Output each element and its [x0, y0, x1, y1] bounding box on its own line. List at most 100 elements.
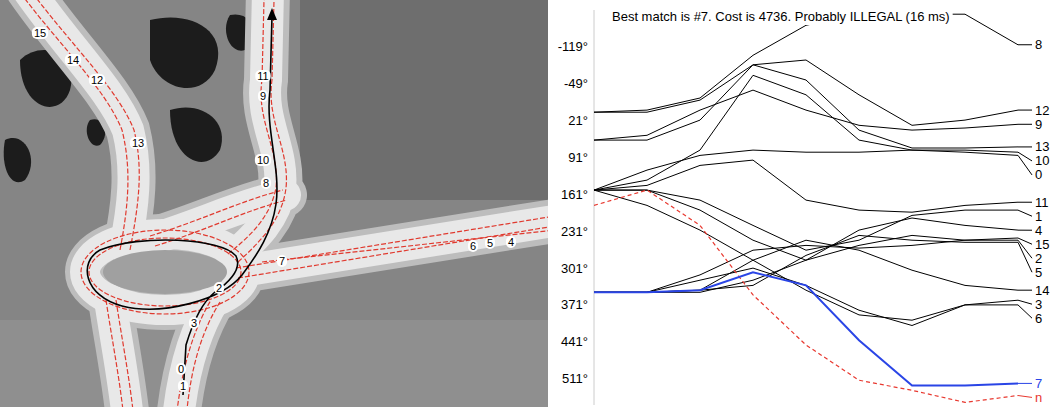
series-line — [594, 150, 1018, 190]
y-tick-label: -49° — [564, 76, 588, 91]
map-road-edge — [28, 0, 134, 248]
end-label: 1 — [1035, 209, 1042, 224]
map-label: 10 — [255, 154, 271, 166]
map-label-text: 15 — [34, 27, 46, 39]
y-tick-label: 371° — [561, 297, 588, 312]
map-label-box — [176, 363, 186, 375]
map-label-text: 12 — [91, 74, 103, 86]
end-label: 2 — [1035, 251, 1042, 266]
map-label-text: 11 — [257, 70, 268, 82]
map-label-text: 3 — [191, 317, 197, 329]
series-line — [594, 190, 1018, 402]
end-label-leader — [1018, 124, 1032, 125]
map-label: 5 — [485, 237, 495, 249]
end-label: 4 — [1035, 223, 1042, 238]
end-label: 7 — [1035, 376, 1042, 391]
end-label-leader — [1018, 305, 1032, 318]
end-label-leader — [1018, 230, 1032, 231]
map-label: 15 — [32, 27, 48, 39]
series-line — [594, 238, 1018, 292]
map-label-box — [32, 27, 48, 39]
map-label: 11 — [255, 70, 270, 82]
map-tree — [170, 107, 222, 161]
map-label: 9 — [258, 90, 268, 102]
map-label-box — [130, 137, 146, 149]
map-label: 0 — [176, 363, 186, 375]
series-line — [594, 235, 1018, 292]
series-line — [594, 60, 1018, 125]
map-track — [22, 0, 128, 250]
map-track — [155, 200, 287, 246]
end-label-leader — [1018, 44, 1032, 45]
series-line — [594, 14, 1018, 112]
end-label: 13 — [1035, 139, 1049, 154]
page: 0123456789101112131415-119°-49°21°91°161… — [0, 0, 1062, 407]
map-label-text: 9 — [260, 90, 266, 102]
series-line — [594, 235, 1018, 292]
map-label-box — [178, 380, 188, 392]
series-line — [594, 65, 1018, 148]
map-label-text: 5 — [487, 237, 493, 249]
map-track — [34, 0, 139, 250]
end-label-leader — [1018, 290, 1032, 291]
y-tick-label: 21° — [568, 113, 588, 128]
end-label-leader — [1018, 202, 1032, 203]
map-label-box — [277, 255, 287, 267]
map-label-box — [261, 177, 271, 189]
map-label: 8 — [261, 177, 271, 189]
map-label: 7 — [277, 255, 287, 267]
end-label: 3 — [1035, 297, 1042, 312]
map-track — [176, 300, 211, 407]
y-tick-label: -119° — [558, 39, 588, 54]
map-track — [150, 190, 283, 236]
title-group: Best match is #7. Cost is 4736. Probably… — [609, 8, 953, 25]
map-label-text: 8 — [263, 177, 269, 189]
map-label-box — [65, 54, 81, 66]
end-label: 14 — [1035, 283, 1049, 298]
map-track — [236, 216, 548, 268]
map-tree — [4, 138, 31, 182]
map-road — [235, 220, 548, 272]
end-label-leader — [1018, 300, 1032, 304]
map-label-text: 4 — [508, 236, 514, 248]
map-label-text: 10 — [257, 154, 269, 166]
map-label-box — [258, 90, 268, 102]
end-label: 10 — [1035, 153, 1049, 168]
end-label-leader — [1018, 152, 1032, 161]
y-axis-line — [594, 10, 595, 405]
title: Best match is #7. Cost is 4736. Probably… — [612, 9, 950, 24]
end-label: 0 — [1035, 167, 1042, 182]
map-field — [0, 320, 548, 407]
y-tick-label: 91° — [568, 150, 588, 165]
y-tick-label: 301° — [561, 261, 588, 276]
end-label: 5 — [1035, 265, 1042, 280]
map-track — [106, 300, 124, 407]
map — [0, 0, 548, 407]
y-tick-label: 231° — [561, 224, 588, 239]
series-line — [594, 272, 1018, 385]
y-tick-label: 161° — [561, 187, 588, 202]
map-label-box — [214, 282, 224, 294]
map-label: 14 — [65, 54, 81, 66]
end-label-leader — [1018, 396, 1032, 398]
map-track — [81, 230, 249, 314]
map-road — [28, 0, 134, 248]
y-tick-label: 511° — [562, 371, 588, 386]
end-label: 11 — [1035, 195, 1049, 210]
map-road-edge — [85, 234, 245, 310]
map-label: 2 — [214, 282, 224, 294]
map-track — [186, 302, 220, 407]
series-line — [594, 190, 1018, 320]
map-label-box — [89, 74, 105, 86]
map-track — [116, 300, 134, 407]
map-label-box — [468, 240, 478, 252]
map-route — [87, 16, 277, 395]
series-line — [594, 75, 1018, 190]
map-road — [85, 234, 245, 310]
map-label-box — [506, 236, 516, 248]
end-label: 12 — [1035, 103, 1049, 118]
end-label: 15 — [1035, 237, 1049, 252]
map-label-text: 13 — [132, 137, 144, 149]
map-label: 12 — [89, 74, 105, 86]
map-island — [103, 250, 227, 294]
